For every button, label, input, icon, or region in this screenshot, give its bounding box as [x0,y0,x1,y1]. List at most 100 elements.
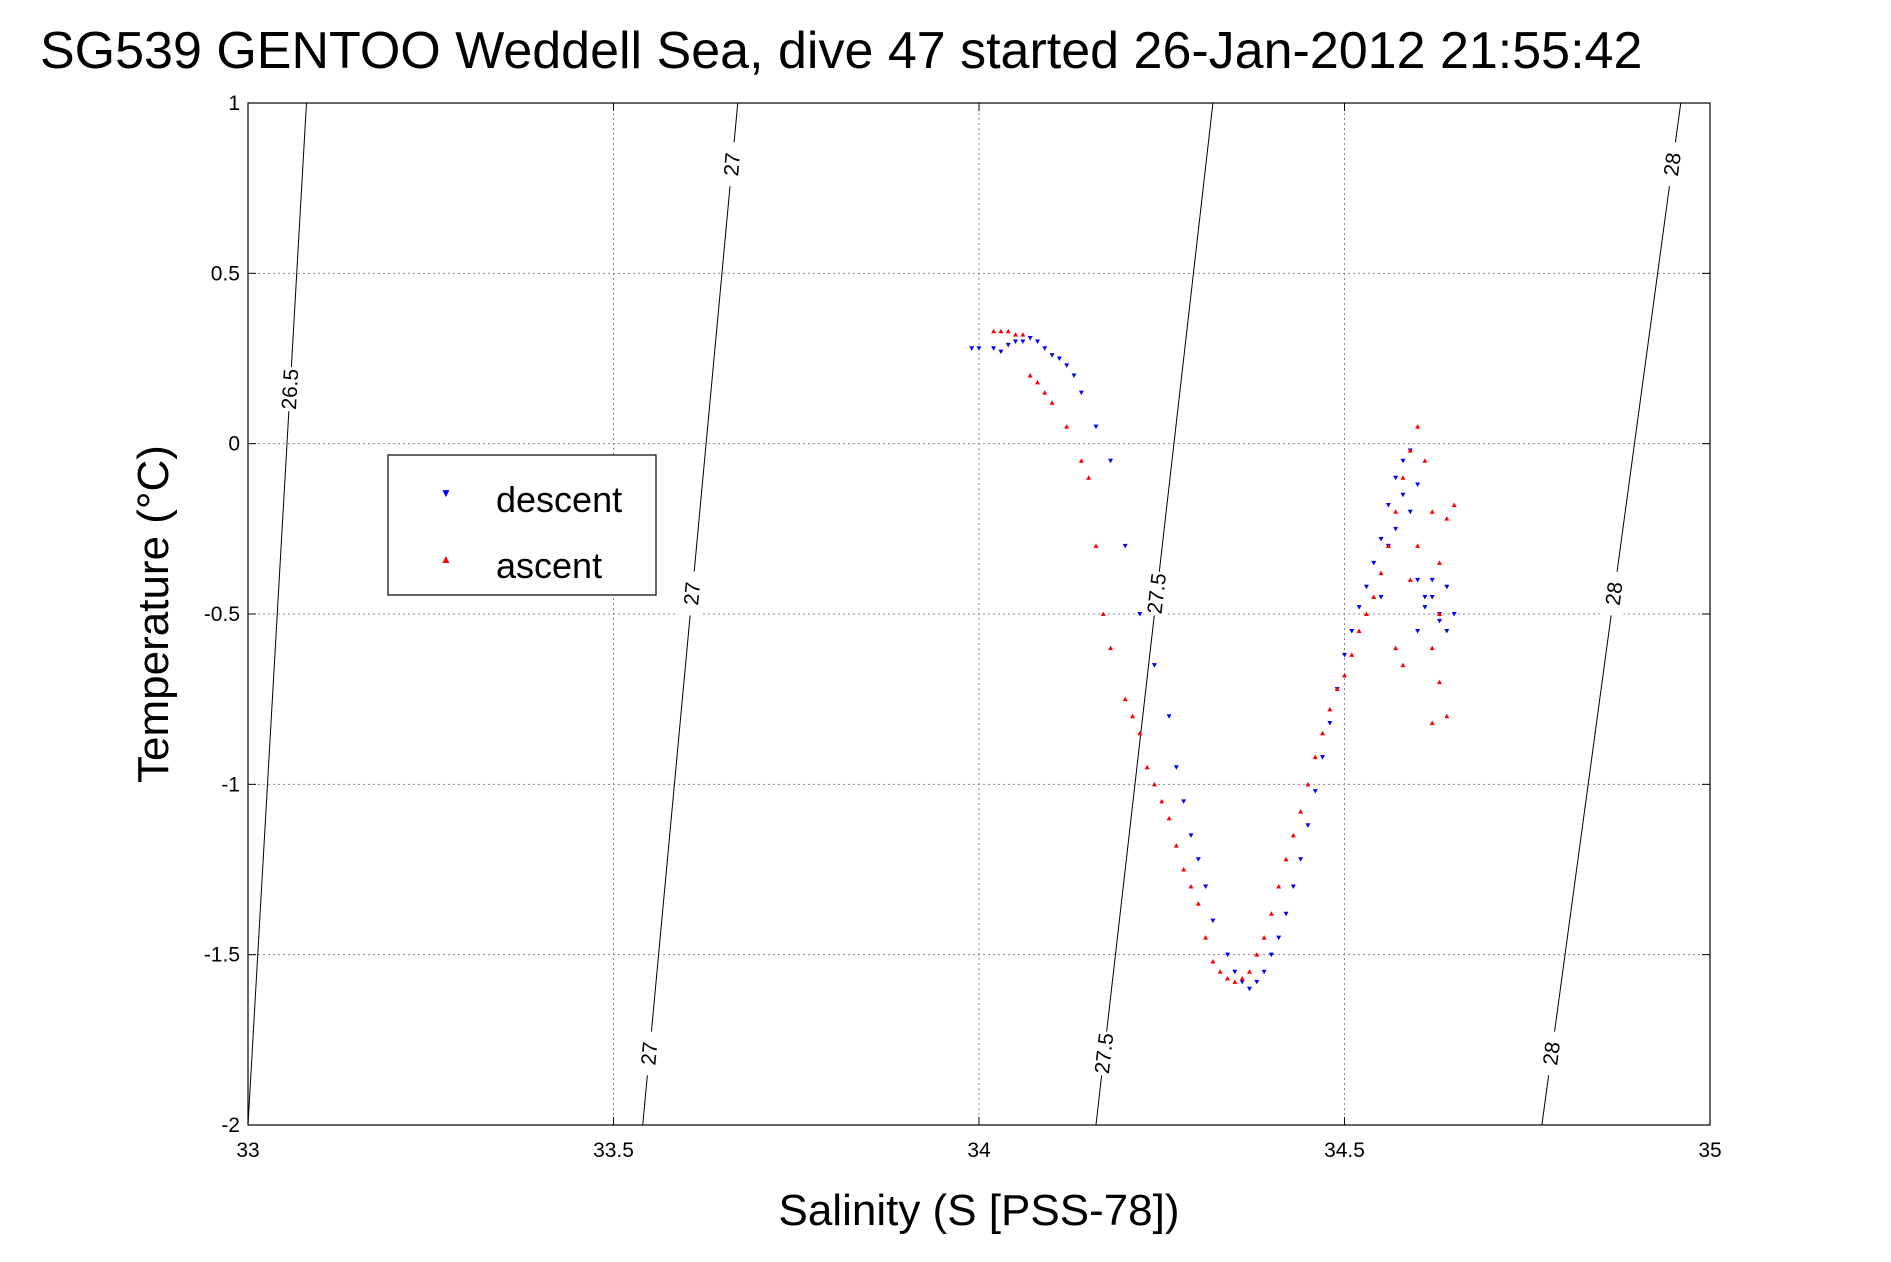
y-tick-label: 0.5 [211,262,240,285]
descent-point [1181,799,1187,804]
descent-point [969,346,975,351]
descent-point [1378,537,1384,542]
descent-point [1429,594,1435,600]
contour-label-group: 27.5 [1142,570,1172,617]
contour-label: 27 [680,581,705,606]
descent-point [1078,390,1084,396]
y-tick-label: -0.5 [204,603,240,626]
ascent-point [1429,509,1435,514]
ascent-point [1305,781,1311,787]
ascent-point [1349,652,1355,657]
descent-point [1437,618,1443,624]
ascent-point [1407,577,1413,582]
contour-label: 26.5 [278,368,303,410]
ascent-point [1312,754,1318,760]
ascent-point [1298,809,1304,814]
descent-point [1407,509,1413,515]
ascent-point [1203,935,1209,940]
contour-label: 27.5 [1091,1032,1118,1075]
ascent-point [1246,969,1252,974]
ascent-point [1400,475,1406,480]
ascent-point [1078,458,1084,463]
ascent-point [1437,611,1443,616]
ascent-point [1290,832,1296,838]
ascent-point [1151,781,1157,787]
ascent-point [1195,901,1201,906]
grid-lines [248,103,1710,1125]
y-axis-label: Temperature (°C) [129,445,178,783]
y-tick-label: -1 [221,773,240,796]
descent-point [1363,584,1369,590]
ascent-point [1356,628,1362,634]
ascent-point [1327,706,1333,712]
legend-marker-descent: ▼ [440,486,452,500]
descent-point [1393,526,1399,532]
descent-point [1254,979,1260,985]
ascent-point [1108,645,1114,651]
descent-point [1013,339,1019,344]
ascent-point [1276,884,1282,889]
descent-point [1429,577,1435,583]
ascent-point [1166,815,1172,821]
descent-point [1305,823,1311,828]
descent-point [1400,458,1406,464]
descent-point [1422,594,1428,600]
descent-point [1166,714,1172,719]
ascent-point [1144,764,1150,770]
ascent-point [1451,502,1457,507]
ascent-point [1232,979,1238,984]
ascent-point [1027,373,1033,378]
contour-label-bg [1142,570,1172,617]
ascent-point [1130,713,1136,719]
descent-point [1020,339,1026,344]
descent-point [1290,884,1296,890]
descent-point [1444,584,1450,590]
contour-label: 27.5 [1144,572,1171,615]
ascent-point [1268,911,1274,916]
contour-label: 28 [1660,151,1686,177]
x-tick-label: 33 [236,1139,259,1162]
ascent-point [1342,672,1347,678]
ascent-point [1137,730,1143,736]
legend-label-ascent: ascent [496,545,602,586]
descent-point [1137,612,1143,617]
descent-point [1320,755,1326,760]
contour-label-group: 27 [718,141,747,188]
ascent-point [1225,976,1231,981]
contour-label-group: 27 [678,570,707,617]
ascent-point [1034,379,1040,385]
descent-point [1232,969,1238,975]
descent-point [1415,482,1421,488]
descent-point [1151,663,1157,668]
contour-label-bg [678,570,707,617]
contour-label-bg [718,141,747,188]
descent-point [1415,629,1421,634]
legend: ▼ descent ▲ ascent [387,454,657,596]
descent-point [1356,605,1362,610]
contour-label-group: 28 [1657,140,1688,188]
contour-label-group: 28 [1536,1030,1567,1077]
legend-box [387,454,657,596]
contour-label-group: 28 [1599,570,1629,617]
descent-point [1173,765,1179,770]
descent-point [1188,833,1194,838]
descent-point [1378,594,1384,600]
descent-point [1122,543,1128,549]
contour-label-bg [1089,1030,1119,1077]
descent-point [1049,353,1055,358]
descent-point [1312,789,1318,794]
descent-point [1034,339,1040,344]
ascent-point [998,328,1004,334]
contour-label-bg [1536,1030,1567,1077]
contour-label-bg [1657,140,1688,188]
y-tick-label: -1.5 [204,944,240,967]
ascent-point [1188,884,1194,889]
ascent-point [1400,662,1406,668]
ascent-point [1415,543,1421,548]
contour-label: 27 [720,152,745,177]
ascent-point [1159,798,1165,804]
ascent-point [1385,543,1391,548]
descent-point [1108,458,1114,464]
descent-point [1027,336,1033,341]
